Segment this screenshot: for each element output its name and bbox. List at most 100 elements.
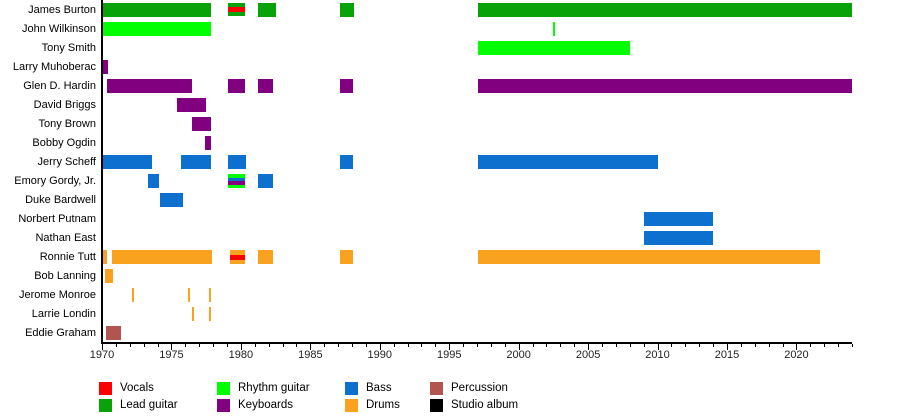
major-tick bbox=[102, 344, 103, 350]
member-label: John Wilkinson bbox=[22, 22, 96, 35]
minor-tick bbox=[602, 344, 603, 347]
timeline-bar-segment bbox=[257, 174, 273, 189]
role-stripe-drums bbox=[208, 307, 212, 322]
legend-swatch-percussion bbox=[430, 382, 443, 395]
role-stripe-lead-guitar bbox=[228, 11, 246, 17]
timeline-bar-segment bbox=[191, 307, 194, 322]
role-stripe-keyboards bbox=[228, 78, 246, 93]
legend-label: Lead guitar bbox=[120, 399, 178, 411]
tick-label: 2010 bbox=[645, 349, 670, 361]
major-tick bbox=[310, 344, 312, 350]
timeline-bar-segment bbox=[340, 250, 354, 265]
timeline-bar-segment bbox=[204, 135, 212, 150]
timeline-bar-segment bbox=[340, 2, 355, 17]
legend-label: Vocals bbox=[120, 382, 154, 394]
timeline-bar-segment bbox=[643, 212, 714, 227]
timeline-bar-segment bbox=[188, 288, 191, 303]
major-tick bbox=[449, 344, 451, 350]
legend-label: Drums bbox=[366, 399, 400, 411]
major-tick bbox=[240, 344, 242, 350]
role-stripe-bass bbox=[147, 174, 159, 189]
role-stripe-keyboards bbox=[192, 116, 212, 131]
timeline-bar-segment bbox=[131, 288, 134, 303]
tick-label: 1970 bbox=[89, 349, 115, 361]
timeline-bar-segment bbox=[257, 78, 273, 93]
member-label: Jerry Scheff bbox=[37, 155, 97, 168]
role-stripe-vocals bbox=[228, 7, 246, 12]
minor-tick bbox=[352, 344, 353, 347]
role-stripe-bass bbox=[181, 154, 212, 169]
role-stripe-lead-guitar bbox=[228, 2, 246, 8]
role-stripe-drums bbox=[191, 307, 194, 322]
role-stripe-bass bbox=[643, 212, 714, 227]
tick-label: 1995 bbox=[436, 349, 462, 361]
timeline-bar-segment bbox=[208, 307, 212, 322]
minor-tick bbox=[713, 344, 715, 347]
legend-swatch-drums bbox=[345, 399, 358, 412]
major-tick bbox=[379, 344, 381, 350]
minor-tick bbox=[338, 344, 340, 347]
minor-tick bbox=[615, 344, 617, 347]
minor-tick bbox=[268, 344, 270, 347]
minor-tick bbox=[213, 344, 215, 347]
member-label: James Burton bbox=[28, 3, 96, 16]
member-label: Larry Muhoberac bbox=[12, 60, 96, 73]
major-tick bbox=[171, 344, 173, 350]
member-label: Ronnie Tutt bbox=[39, 251, 96, 264]
tick-label: 1990 bbox=[367, 349, 393, 361]
timeline-bar-segment bbox=[102, 59, 108, 74]
minor-tick bbox=[740, 344, 742, 347]
minor-tick bbox=[199, 344, 201, 347]
tick-label: 1985 bbox=[298, 349, 323, 361]
tick-label: 2015 bbox=[714, 349, 740, 361]
major-tick bbox=[588, 344, 590, 350]
minor-tick bbox=[629, 344, 631, 347]
timeline-bar-segment bbox=[181, 154, 212, 169]
role-stripe-keyboards bbox=[106, 78, 193, 93]
timeline-bar-segment bbox=[106, 78, 193, 93]
legend-label: Rhythm guitar bbox=[238, 382, 310, 394]
tick-label: 1980 bbox=[228, 349, 254, 361]
role-stripe-lead-guitar bbox=[340, 2, 355, 17]
role-stripe-drums bbox=[340, 250, 354, 265]
timeline-bar-segment bbox=[257, 2, 276, 17]
role-stripe-rhythm-guitar bbox=[228, 174, 246, 178]
role-stripe-keyboards bbox=[340, 78, 354, 93]
role-stripe-keyboards bbox=[177, 97, 207, 112]
timeline-bar-segment bbox=[102, 2, 212, 17]
role-stripe-bass bbox=[340, 154, 354, 169]
role-stripe-rhythm-guitar bbox=[478, 40, 630, 55]
role-stripe-bass bbox=[478, 154, 658, 169]
timeline-bar-segment bbox=[192, 116, 212, 131]
tick-label: 1975 bbox=[159, 349, 184, 361]
member-label: Glen D. Hardin bbox=[23, 79, 96, 92]
minor-tick bbox=[365, 344, 367, 347]
timeline-bar-segment bbox=[478, 154, 658, 169]
minor-tick bbox=[782, 344, 784, 347]
major-tick bbox=[518, 344, 520, 350]
member-label: Tony Smith bbox=[41, 41, 96, 54]
minor-tick bbox=[157, 344, 159, 347]
timeline-bar-segment bbox=[478, 2, 852, 17]
member-label: Bob Lanning bbox=[34, 270, 96, 283]
major-tick bbox=[657, 344, 659, 350]
major-tick bbox=[727, 344, 728, 350]
role-stripe-drums bbox=[131, 288, 134, 303]
minor-tick bbox=[421, 344, 423, 347]
minor-tick bbox=[824, 344, 826, 347]
timeline-bar-segment bbox=[229, 250, 246, 265]
minor-tick bbox=[685, 344, 687, 347]
role-stripe-bass bbox=[257, 174, 273, 189]
timeline-bar-segment bbox=[478, 250, 821, 265]
role-stripe-keyboards bbox=[204, 135, 212, 150]
timeline-bar-segment bbox=[102, 154, 152, 169]
minor-tick bbox=[699, 344, 701, 347]
timeline-bar-segment bbox=[340, 78, 354, 93]
minor-tick bbox=[477, 344, 478, 347]
member-label: Tony Brown bbox=[38, 117, 96, 130]
role-stripe-bass bbox=[160, 193, 183, 208]
role-stripe-rhythm-guitar bbox=[228, 184, 246, 189]
role-stripe-drums bbox=[229, 259, 246, 265]
minor-tick bbox=[435, 344, 437, 347]
